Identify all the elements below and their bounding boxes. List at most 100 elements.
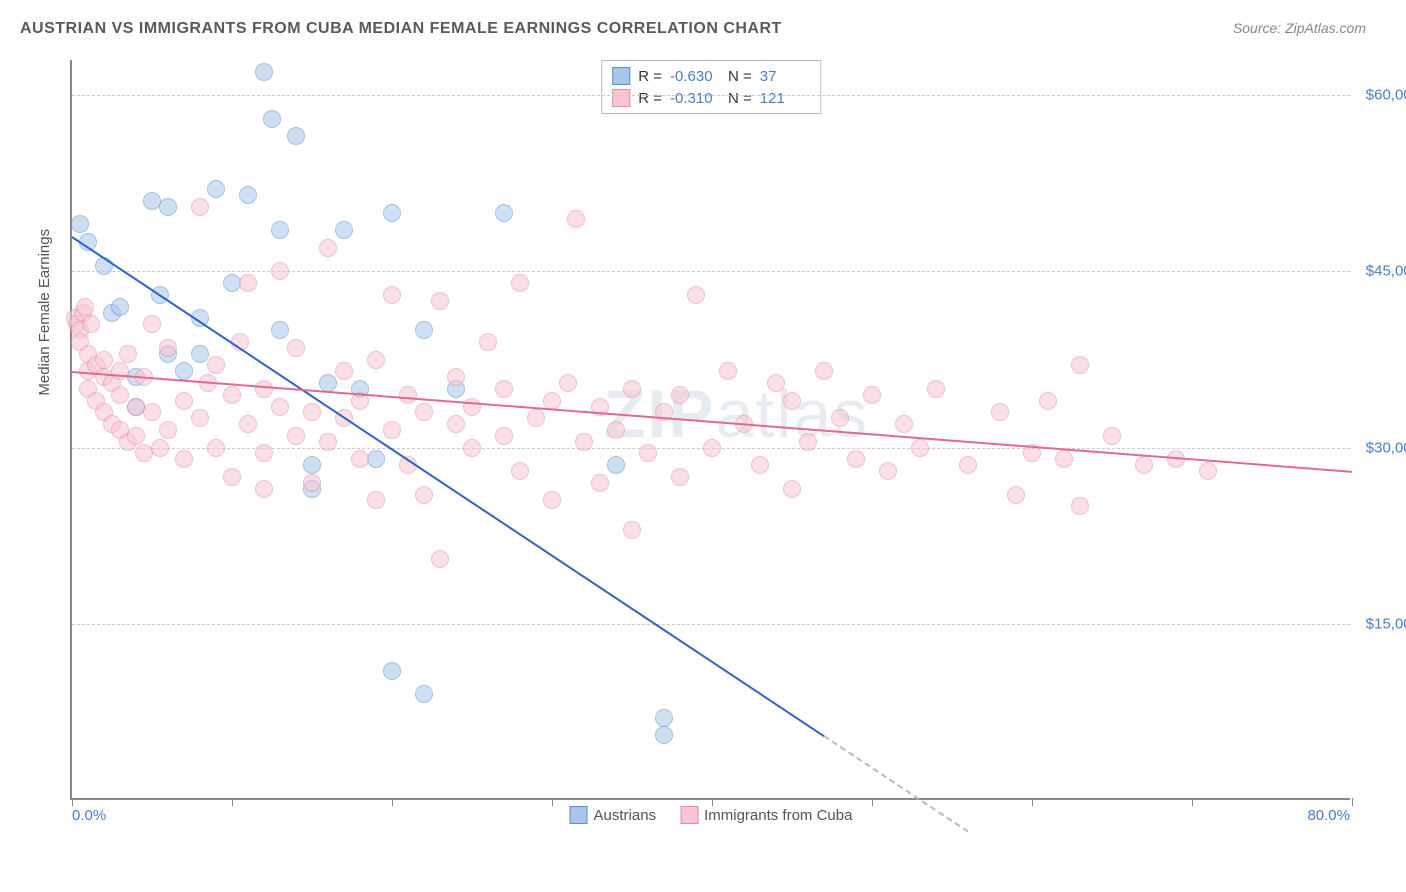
data-point xyxy=(1135,456,1153,474)
n-label: N = xyxy=(728,90,752,107)
data-point xyxy=(175,392,193,410)
data-point xyxy=(207,356,225,374)
data-point xyxy=(463,398,481,416)
data-point xyxy=(1007,486,1025,504)
data-point xyxy=(431,292,449,310)
x-tick xyxy=(72,798,73,806)
r-label: R = xyxy=(638,90,662,107)
data-point xyxy=(239,186,257,204)
x-tick xyxy=(392,798,393,806)
data-point xyxy=(159,198,177,216)
data-point xyxy=(623,521,641,539)
data-point xyxy=(671,386,689,404)
gridline xyxy=(72,271,1350,272)
data-point xyxy=(82,315,100,333)
data-point xyxy=(335,221,353,239)
data-point xyxy=(607,421,625,439)
data-point xyxy=(591,474,609,492)
data-point xyxy=(255,380,273,398)
data-point xyxy=(271,398,289,416)
data-point xyxy=(399,386,417,404)
data-point xyxy=(255,444,273,462)
y-tick-label: $30,000 xyxy=(1355,439,1406,456)
legend-item-cuba: Immigrants from Cuba xyxy=(680,806,852,824)
data-point xyxy=(263,110,281,128)
data-point xyxy=(415,685,433,703)
data-point xyxy=(255,63,273,81)
source-label: Source: ZipAtlas.com xyxy=(1233,20,1366,36)
data-point xyxy=(607,456,625,474)
data-point xyxy=(367,450,385,468)
data-point xyxy=(255,480,273,498)
data-point xyxy=(1199,462,1217,480)
r-value-cuba: -0.310 xyxy=(670,90,720,107)
n-value-cuba: 121 xyxy=(760,90,810,107)
data-point xyxy=(271,221,289,239)
data-point xyxy=(367,491,385,509)
data-point xyxy=(383,286,401,304)
data-point xyxy=(447,368,465,386)
stats-legend: R = -0.630 N = 37 R = -0.310 N = 121 xyxy=(601,60,821,114)
data-point xyxy=(271,321,289,339)
x-axis-max-label: 80.0% xyxy=(1307,807,1350,824)
data-point xyxy=(783,392,801,410)
data-point xyxy=(959,456,977,474)
data-point xyxy=(895,415,913,433)
y-tick-label: $45,000 xyxy=(1355,263,1406,280)
data-point xyxy=(111,362,129,380)
data-point xyxy=(303,456,321,474)
data-point xyxy=(511,462,529,480)
data-point xyxy=(671,468,689,486)
swatch-austrians xyxy=(570,806,588,824)
data-point xyxy=(127,427,145,445)
data-point xyxy=(639,444,657,462)
data-point xyxy=(223,468,241,486)
data-point xyxy=(575,433,593,451)
data-point xyxy=(879,462,897,480)
x-tick xyxy=(712,798,713,806)
stats-row-austrians: R = -0.630 N = 37 xyxy=(612,65,810,87)
data-point xyxy=(911,439,929,457)
data-point xyxy=(623,380,641,398)
data-point xyxy=(287,339,305,357)
data-point xyxy=(527,409,545,427)
data-point xyxy=(655,726,673,744)
data-point xyxy=(319,239,337,257)
data-point xyxy=(119,345,137,363)
r-value-austrians: -0.630 xyxy=(670,68,720,85)
data-point xyxy=(719,362,737,380)
data-point xyxy=(831,409,849,427)
y-tick-label: $60,000 xyxy=(1355,87,1406,104)
x-tick xyxy=(1352,798,1353,806)
data-point xyxy=(1071,497,1089,515)
data-point xyxy=(71,215,89,233)
data-point xyxy=(271,262,289,280)
data-point xyxy=(703,439,721,457)
gridline xyxy=(72,95,1350,96)
data-point xyxy=(223,386,241,404)
data-point xyxy=(799,433,817,451)
data-point xyxy=(191,345,209,363)
data-point xyxy=(567,210,585,228)
data-point xyxy=(175,450,193,468)
data-point xyxy=(383,662,401,680)
data-point xyxy=(191,409,209,427)
plot-area: ZIPatlas Median Female Earnings 0.0% 80.… xyxy=(70,60,1350,800)
data-point xyxy=(319,374,337,392)
data-point xyxy=(495,427,513,445)
data-point xyxy=(1103,427,1121,445)
data-point xyxy=(687,286,705,304)
legend-label-cuba: Immigrants from Cuba xyxy=(704,807,852,824)
data-point xyxy=(351,450,369,468)
data-point xyxy=(207,180,225,198)
data-point xyxy=(495,380,513,398)
swatch-cuba xyxy=(680,806,698,824)
data-point xyxy=(783,480,801,498)
data-point xyxy=(191,198,209,216)
swatch-cuba xyxy=(612,89,630,107)
data-point xyxy=(415,403,433,421)
data-point xyxy=(559,374,577,392)
x-tick xyxy=(872,798,873,806)
data-point xyxy=(655,709,673,727)
data-point xyxy=(175,362,193,380)
